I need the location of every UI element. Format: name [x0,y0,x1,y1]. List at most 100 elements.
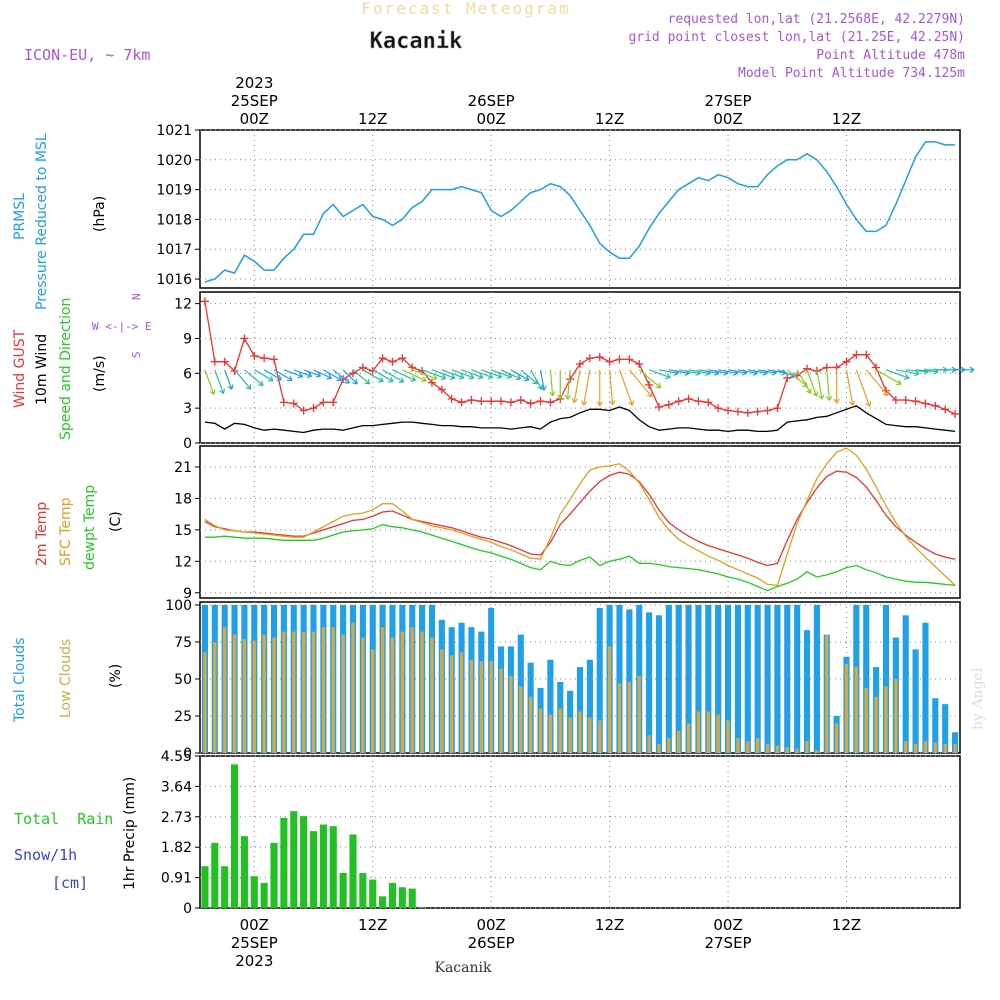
low-cloud-bar [844,664,849,753]
total-cloud-bar [744,604,751,753]
wind-arrow-head [515,374,522,381]
percent-label: (%) [108,664,124,688]
wind-arrow-head [364,378,371,385]
gust-marker [585,354,594,363]
gust-marker [299,406,308,415]
wind-arrow-head [336,375,342,382]
low-cloud-bar [785,747,789,753]
temperature-ytick-label: 12 [174,554,192,570]
wind-arrow [490,369,512,378]
low-cloud-bar [617,683,622,753]
top-tick-label: 12Z [832,110,861,128]
total-cloud-bar [922,622,929,753]
low-cloud-bar [933,742,938,753]
total-cloud-bar [685,604,692,753]
rain-bar [280,817,288,908]
wind-arrow-head [812,391,819,397]
rain-bar [270,842,278,908]
wind-arrow [481,369,502,378]
rain-bar [260,882,268,908]
gust-marker [220,357,229,366]
pressure-ytick-label: 1017 [156,242,192,258]
wind-arrow [609,369,614,405]
bottom-tick-label: 2023 [235,952,273,970]
wind-arrow [362,369,384,383]
wind-arrow-head [421,376,427,383]
wind-arrow-head [549,391,556,397]
precipitation-ytick-label: 1.82 [161,840,192,856]
wind-arrow-head [268,375,274,382]
wind-arrow [777,369,797,378]
wind-arrow-head [848,400,856,406]
total-cloud-bar [902,615,909,753]
total-cloud-bar [932,698,939,753]
wind-arrow [727,369,747,374]
top-tick-label: 12Z [358,110,387,128]
rain-bar [388,882,397,908]
gust-marker [260,354,269,363]
pressure-ytick-label: 1021 [156,123,192,139]
wind-arrow-head [523,375,530,382]
low-cloud-bar [775,745,780,753]
rain-bar [221,866,229,908]
wind-arrow [628,369,653,398]
low-cloud-bar [736,738,740,753]
snow-label: Snow/1h [14,846,77,864]
gust-marker [645,380,654,389]
low-cloud-bar [548,714,553,753]
wind-arrow-head [209,389,216,395]
wind-arrow-head [655,382,662,389]
total-cloud-bar [754,604,761,753]
wind-arrow-head [496,372,503,379]
wind-arrow-head [487,373,494,380]
wind-arrow-head [287,375,293,382]
rain-bar [319,824,327,908]
gust-marker [714,404,723,413]
temperature-frame [199,445,961,599]
wind-arrow [895,369,920,375]
model-label: ICON-EU, ~ 7km [24,46,150,64]
bottom-tick-label: 27SEP [704,934,751,952]
pressure-line [204,141,956,283]
wind-arrow [905,369,929,373]
rain-bar [418,907,426,908]
ms-label: (m/s) [92,355,108,392]
wind-arrow-head [825,395,833,401]
precip-unit-label: 1hr Precip (mm) [122,777,138,890]
low-cloud-bar [341,634,345,753]
wind-arrow-head [258,380,264,387]
panel-temperature: 9 12 15 18 21 [174,445,961,602]
wind-arrow [293,369,312,377]
low-cloud-bar [558,708,562,753]
wind-arrow-head [581,400,588,406]
low-cloud-bar [371,649,375,753]
gust-marker [921,399,930,408]
gust-marker [210,357,219,366]
wind-arrow-head [440,374,447,381]
total-cloud-bar [774,604,781,753]
rain-bar [379,896,387,908]
gust-marker [704,398,713,407]
total-cloud-bar [586,659,593,753]
total-cloud-bar [665,604,672,753]
gust-marker [487,397,496,406]
temp-line-sfc [204,447,956,587]
wind-arrow [500,369,521,380]
temperature-ytick-label: 18 [174,491,192,507]
gust-marker [931,401,940,410]
low-cloud-bar [637,676,641,753]
total-cloud-bar [705,604,712,753]
low-cloud-bar [262,634,266,753]
rain-bar [211,842,219,908]
temperature-ytick-label: 21 [174,460,192,476]
gust-marker [951,409,960,418]
gust-marker [270,355,279,364]
panels-group: 1016 1017 1018 1019 1020 1021 0 3 6 9 12 9 12 15 18 21 0… [156,123,975,917]
total-cloud-bar [724,604,732,753]
wind-arrow [583,369,591,406]
wind-arrow [224,369,233,390]
gust-marker [398,354,407,363]
total-cloud-bar [794,604,801,753]
low-cloud-bar [479,661,483,753]
